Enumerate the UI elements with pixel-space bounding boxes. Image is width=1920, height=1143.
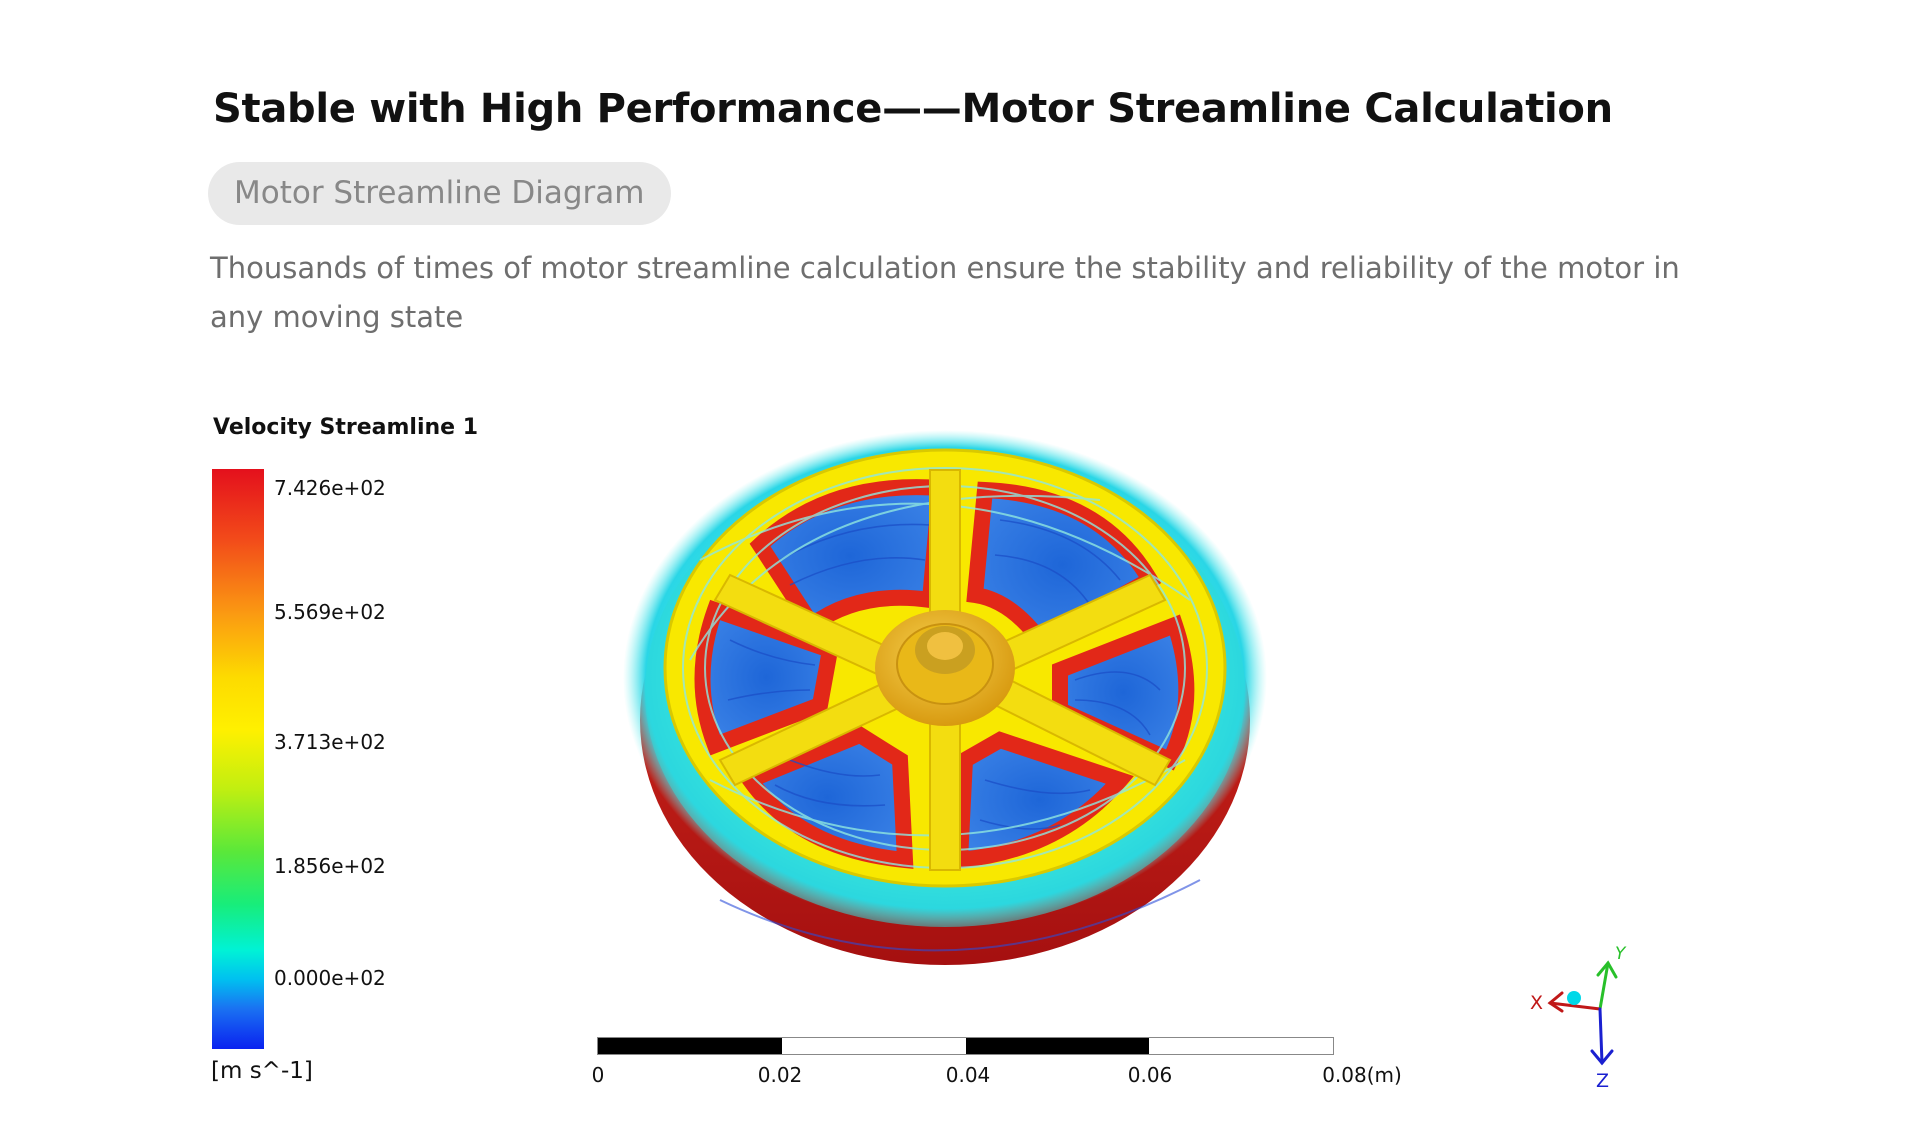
- legend-tick-4: 1.856e+02: [274, 854, 386, 878]
- legend-title: Velocity Streamline 1: [213, 415, 479, 440]
- scale-label-3: 0.06: [1127, 1063, 1173, 1087]
- scale-label-4: 0.08(m): [1322, 1063, 1402, 1087]
- scale-label-0: 0: [591, 1063, 605, 1087]
- velocity-colorbar: [212, 469, 264, 1049]
- legend-unit: [m s^-1]: [211, 1058, 313, 1084]
- y-axis-label: Y: [1615, 944, 1627, 964]
- scale-label-1: 0.02: [757, 1063, 803, 1087]
- coil-pockets: [694, 479, 1195, 869]
- legend-tick-2: 5.569e+02: [274, 600, 386, 624]
- streamlines: [727, 519, 1161, 830]
- x-axis-label: X: [1530, 992, 1543, 1014]
- x-axis-arrow: [1548, 1001, 1602, 1011]
- legend-tick-max: 7.426e+02: [274, 476, 386, 500]
- z-axis-arrow: [1598, 1007, 1604, 1065]
- diagram-tag: Motor Streamline Diagram: [208, 162, 671, 225]
- scale-label-2: 0.04: [945, 1063, 991, 1087]
- page-description: Thousands of times of motor streamline c…: [210, 251, 1680, 334]
- page-title: Stable with High Performance——Motor Stre…: [213, 86, 1613, 132]
- y-axis-arrow: [1598, 961, 1610, 1011]
- legend-tick-min: 0.000e+02: [274, 966, 386, 990]
- z-axis-label: Z: [1596, 1070, 1609, 1092]
- rotor-spokes: [713, 469, 1172, 871]
- triad-center-dot: [1567, 991, 1581, 1005]
- scale-bar: [597, 1037, 1334, 1055]
- legend-tick-3: 3.713e+02: [274, 730, 386, 754]
- axes-triad: X Y Z: [1530, 944, 1627, 1092]
